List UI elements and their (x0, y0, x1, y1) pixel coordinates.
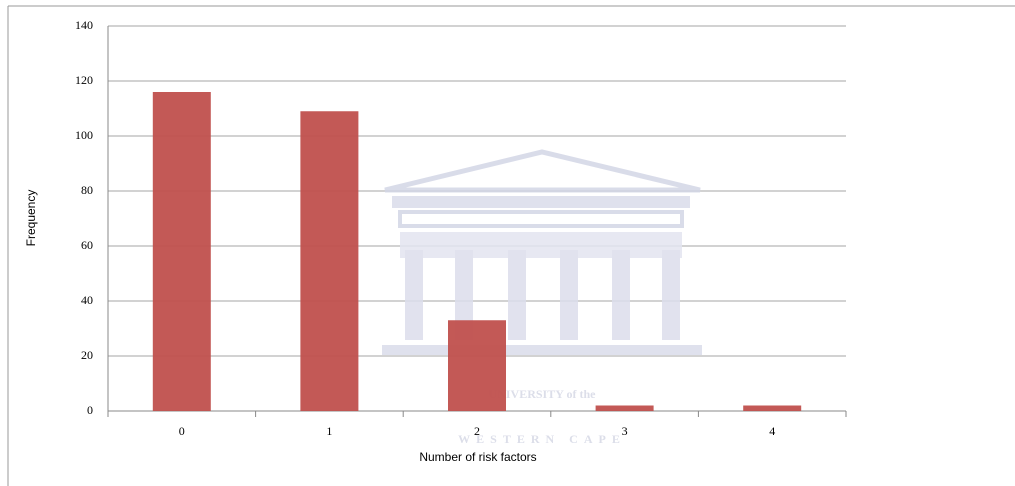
x-tick-label: 3 (622, 424, 628, 438)
y-tick-label: 100 (75, 128, 93, 142)
y-axis-title: Frequency (24, 190, 38, 247)
x-tick-label: 2 (474, 424, 480, 438)
y-tick-label: 120 (75, 73, 93, 87)
bar (300, 111, 359, 411)
bar (595, 405, 654, 411)
watermark-line: WESTERN CAPE (458, 432, 626, 446)
y-tick-label: 60 (81, 238, 93, 252)
y-tick-label: 80 (81, 183, 93, 197)
x-axis-title: Number of risk factors (419, 450, 536, 464)
x-tick-label: 0 (179, 424, 185, 438)
y-tick-label: 140 (75, 18, 93, 32)
watermark-line: UNIVERSITY of the (489, 387, 597, 401)
bar (448, 320, 506, 411)
y-tick-label: 20 (81, 348, 93, 362)
y-tick-label: 0 (87, 403, 93, 417)
watermark: UNIVERSITY of the WESTERN CAPE (382, 149, 702, 446)
x-tick-label: 1 (326, 424, 332, 438)
x-tick-label: 4 (769, 424, 775, 438)
bar (743, 405, 802, 411)
y-tick-label: 40 (81, 293, 93, 307)
bar (152, 92, 211, 411)
